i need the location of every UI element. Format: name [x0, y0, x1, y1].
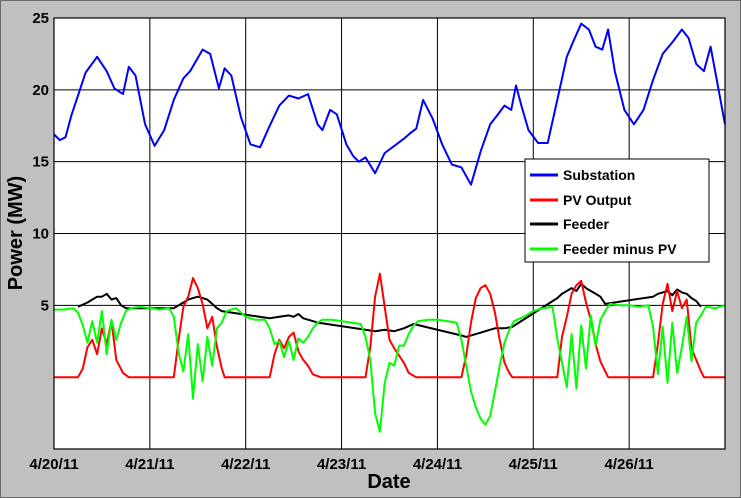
x-axis-title: Date: [367, 471, 410, 493]
x-tick-label: 4/25/11: [509, 456, 558, 473]
legend-label-feeder-minus-pv: Feeder minus PV: [563, 241, 677, 257]
y-tick-label: 25: [32, 10, 49, 27]
x-tick-label: 4/21/11: [125, 456, 174, 473]
x-tick-label: 4/26/11: [605, 456, 654, 473]
series-line-substation: [53, 22, 726, 186]
plot-border: [53, 17, 726, 450]
series-line-feeder: [77, 282, 702, 338]
series-layer: [53, 22, 726, 433]
y-tick-label: 15: [32, 154, 49, 171]
series-line-feeder-minus-pv: [54, 302, 726, 433]
legend-label-substation: Substation: [563, 167, 635, 183]
y-tick-label: 10: [32, 226, 49, 243]
series-line-pv-output: [54, 272, 725, 379]
y-tick-label: 20: [32, 82, 49, 99]
y-tick-labels: 5 10 15 20 25: [32, 10, 49, 314]
x-tick-label: 4/23/11: [317, 456, 366, 473]
x-tick-label: 4/20/11: [29, 456, 78, 473]
legend-label-feeder: Feeder: [563, 216, 609, 232]
x-tick-labels: 4/20/11 4/21/11 4/22/11 4/23/11 4/24/11 4/25/…: [29, 456, 653, 473]
x-tick-label: 4/22/11: [221, 456, 270, 473]
x-tick-label: 4/24/11: [413, 456, 462, 473]
y-axis-title: Power (MW): [5, 176, 27, 290]
legend: Substation PV Output Feeder Feeder minus…: [524, 158, 710, 263]
legend-label-pv-output: PV Output: [563, 192, 632, 208]
y-tick-label: 5: [41, 297, 49, 314]
